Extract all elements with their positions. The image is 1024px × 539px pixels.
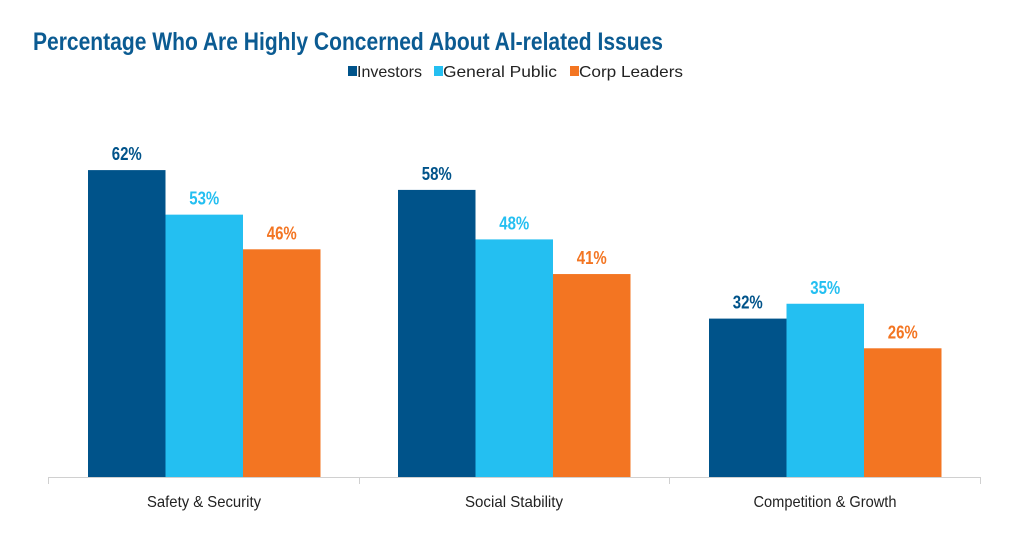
bars: 62% 53% 46% 58% 48% 41% 32% 35% 26% [88, 144, 942, 477]
data-label: 62% [112, 144, 142, 164]
category-label: Safety & Security [147, 494, 261, 511]
legend-label: General Public [443, 64, 557, 81]
bar [475, 239, 553, 477]
bar [88, 170, 166, 477]
x-axis: Safety & Security Social Stability Competi… [48, 477, 981, 511]
bar [709, 318, 787, 477]
bar [243, 249, 321, 477]
chart-title: Percentage Who Are Highly Concerned Abou… [33, 28, 663, 56]
data-label: 53% [189, 189, 219, 209]
data-label: 32% [733, 293, 763, 313]
bar [786, 303, 864, 477]
legend-swatch [570, 66, 579, 76]
legend: Investors General Public Corp Leaders [348, 64, 683, 81]
bar [165, 214, 243, 477]
bar [553, 274, 631, 477]
bar [398, 189, 476, 477]
legend-label: Corp Leaders [579, 64, 683, 81]
legend-label: Investors [357, 64, 422, 81]
data-label: 58% [422, 164, 452, 184]
data-label: 41% [577, 248, 607, 268]
data-label: 26% [888, 322, 918, 342]
data-label: 35% [810, 278, 840, 298]
category-label: Social Stability [465, 494, 563, 511]
data-label: 48% [499, 213, 529, 233]
legend-swatch [348, 66, 357, 76]
category-label: Competition & Growth [754, 494, 897, 511]
data-label: 46% [267, 223, 297, 243]
legend-swatch [434, 66, 443, 76]
bar [864, 348, 942, 477]
